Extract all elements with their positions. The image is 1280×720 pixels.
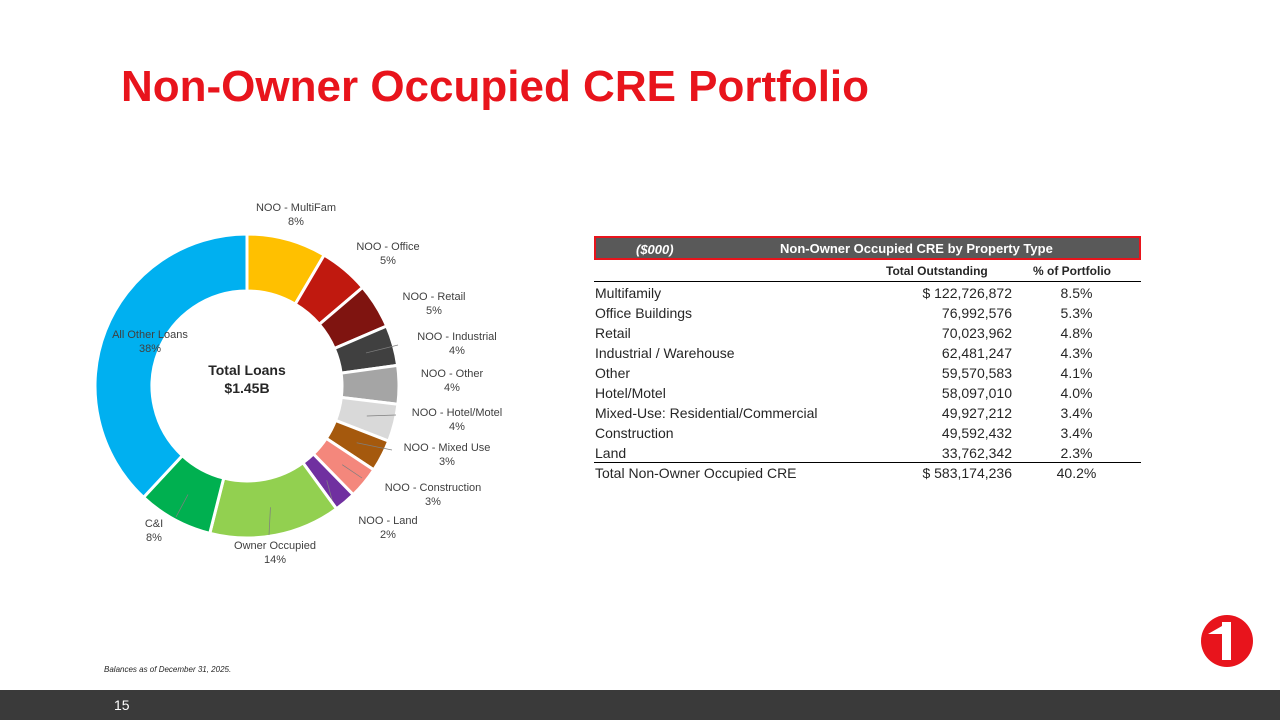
slice-leader-line [341, 464, 363, 479]
slice-pct-label: 4% [444, 382, 460, 394]
donut-slice [93, 232, 249, 500]
slice-name-label: NOO - Industrial [417, 331, 496, 343]
slice-pct-label: 8% [288, 216, 304, 228]
table-row: Industrial / Warehouse 62,481,247 4.3% [594, 343, 1141, 363]
slice-name-label: All Other Loans [112, 329, 188, 341]
table-row: Retail 70,023,962 4.8% [594, 323, 1141, 343]
row-label: Mixed-Use: Residential/Commercial [595, 405, 818, 421]
slice-pct-label: 2% [380, 529, 396, 541]
page-number: 15 [114, 697, 130, 713]
slice-name-label: NOO - MultiFam [256, 202, 336, 214]
slice-pct-label: 3% [439, 456, 455, 468]
table-row: Mixed-Use: Residential/Commercial 49,927,… [594, 403, 1141, 423]
slice-pct-label: 38% [139, 343, 161, 355]
table-total-rule [594, 462, 1141, 463]
slice-name-label: C&I [145, 518, 163, 530]
row-pct: 5.3% [1060, 305, 1093, 321]
row-pct: 4.8% [1060, 325, 1093, 341]
table-title: Non-Owner Occupied CRE by Property Type [780, 241, 1053, 256]
row-total: 62,481,247 [941, 345, 1012, 361]
slice-name-label: Owner Occupied [234, 540, 316, 552]
total-row-pct: 40.2% [1056, 465, 1097, 481]
table-row: Construction 49,592,432 3.4% [594, 423, 1141, 443]
table-row: Office Buildings 76,992,576 5.3% [594, 303, 1141, 323]
table-row: Multifamily $ 122,726,872 8.5% [594, 283, 1141, 303]
row-label: Industrial / Warehouse [595, 345, 735, 361]
slice-name-label: NOO - Construction [385, 482, 482, 494]
table-unit-label: ($000) [636, 242, 674, 257]
row-label: Hotel/Motel [595, 385, 666, 401]
slice-pct-label: 4% [449, 421, 465, 433]
table-row: Other 59,570,583 4.1% [594, 363, 1141, 383]
row-label: Multifamily [595, 285, 662, 301]
table-header-bar: ($000) Non-Owner Occupied CRE by Propert… [594, 236, 1141, 260]
table-row: Land 33,762,342 2.3% [594, 443, 1141, 463]
row-label: Other [595, 365, 631, 381]
row-pct: 4.0% [1060, 385, 1093, 401]
row-total: 49,592,432 [941, 425, 1012, 441]
donut-center-title: Total Loans [208, 362, 286, 378]
slice-name-label: NOO - Land [358, 515, 417, 527]
slice-leader-line [268, 507, 271, 536]
slice-name-label: NOO - Hotel/Motel [412, 407, 502, 419]
slice-pct-label: 8% [146, 532, 162, 544]
row-total: 58,097,010 [941, 385, 1012, 401]
slice-name-label: NOO - Mixed Use [404, 442, 491, 454]
total-row-label: Total Non-Owner Occupied CRE [595, 465, 797, 481]
slice-pct-label: 5% [380, 255, 396, 267]
slice-leader-line [366, 414, 397, 417]
footnote: Balances as of December 31, 2025. [104, 665, 232, 674]
slice-name-label: NOO - Retail [403, 291, 466, 303]
row-total: $ 122,726,872 [922, 285, 1012, 301]
col-header-total-outstanding: Total Outstanding [886, 264, 988, 278]
total-row-amount: $ 583,174,236 [922, 465, 1012, 481]
table-total-row: Total Non-Owner Occupied CRE $ 583,174,2… [594, 463, 1141, 483]
row-label: Office Buildings [595, 305, 693, 321]
slice-pct-label: 3% [425, 496, 441, 508]
company-logo-icon [1201, 615, 1253, 667]
slice-leader-line [356, 442, 393, 451]
slice-pct-label: 4% [449, 345, 465, 357]
slice-pct-label: 14% [264, 554, 286, 566]
page-title: Non-Owner Occupied CRE Portfolio [121, 62, 870, 111]
slice-leader-line [365, 344, 399, 354]
slice-pct-label: 5% [426, 305, 442, 317]
row-label: Land [595, 445, 627, 461]
footer-bar: 15 [0, 690, 1280, 720]
row-total: 76,992,576 [941, 305, 1012, 321]
table-row: Hotel/Motel 58,097,010 4.0% [594, 383, 1141, 403]
row-total: 59,570,583 [941, 365, 1012, 381]
row-pct: 2.3% [1060, 445, 1093, 461]
row-pct: 3.4% [1060, 405, 1093, 421]
row-total: 33,762,342 [941, 445, 1012, 461]
row-pct: 4.1% [1060, 365, 1093, 381]
row-pct: 4.3% [1060, 345, 1093, 361]
donut-center-value: $1.45B [224, 380, 269, 396]
row-total: 70,023,962 [941, 325, 1012, 341]
table-top-rule [594, 281, 1141, 282]
slice-name-label: NOO - Other [421, 368, 484, 380]
slice-leader-line [175, 494, 189, 518]
row-pct: 8.5% [1060, 285, 1093, 301]
slice-name-label: NOO - Office [356, 241, 419, 253]
row-pct: 3.4% [1060, 425, 1093, 441]
row-total: 49,927,212 [941, 405, 1012, 421]
col-header-pct-portfolio: % of Portfolio [1033, 264, 1111, 278]
row-label: Construction [595, 425, 674, 441]
row-label: Retail [595, 325, 631, 341]
